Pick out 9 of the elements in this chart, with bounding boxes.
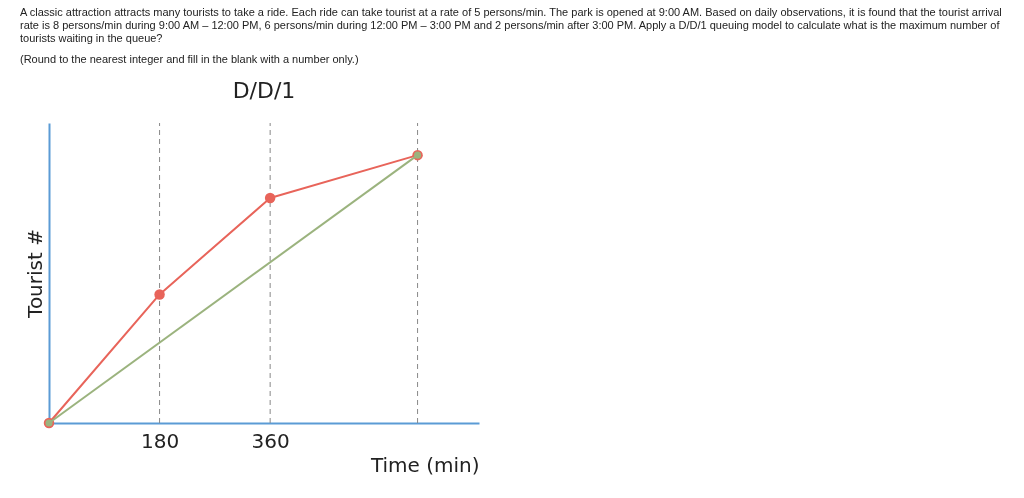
y-axis-title: Tourist # bbox=[22, 229, 47, 319]
text: A classic attraction attracts many tourists to take a ride. Each ride can take tourist at a rate of 5 persons/min. The park is opened at 9:00 AM. Based on daily observations, it is found that the tourist arrival rate is 8 persons/min during 9:00 AM – 12:00 PM, 6 persons/min during 12:00 PM – 3:00 PM and 2 persons/min after 3:00 PM. Apply a D/D/1 queuing model to calculate what is the maximum number of tourists waiting in the queue? bbox=[20, 6, 1003, 45]
x-tick-label: 360 bbox=[251, 428, 290, 453]
chart-title: D/D/1 bbox=[232, 77, 296, 103]
text: (Round to the nearest integer and fill in the blank with a number only.) bbox=[20, 53, 360, 66]
point bbox=[154, 289, 165, 300]
point bbox=[264, 192, 276, 204]
x-tick-label: 180 bbox=[140, 428, 180, 453]
x-axis-title: Time (min) bbox=[369, 452, 480, 477]
